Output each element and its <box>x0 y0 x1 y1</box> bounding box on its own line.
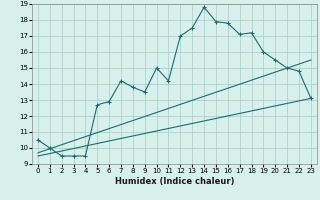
X-axis label: Humidex (Indice chaleur): Humidex (Indice chaleur) <box>115 177 234 186</box>
